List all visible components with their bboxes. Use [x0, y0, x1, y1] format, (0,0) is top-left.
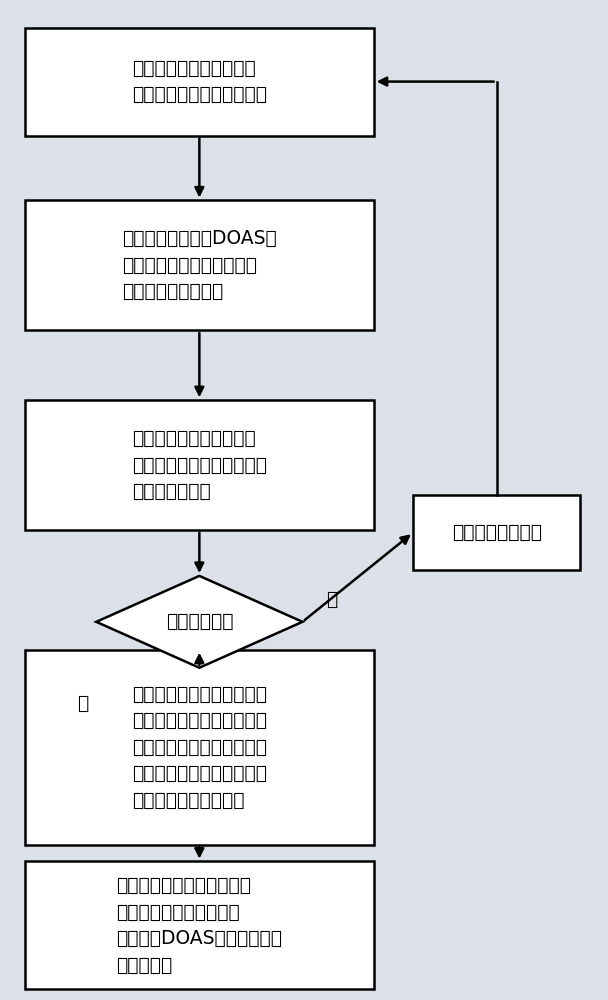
Bar	[25, 650, 374, 845]
Text: 是: 是	[77, 694, 88, 713]
Text: 在该范围内，利用DOAS算
法，由已知的浓度数据计算
出气体差分吸收截面: 在该范围内，利用DOAS算 法，由已知的浓度数据计算 出气体差分吸收截面	[122, 229, 277, 301]
Text: 否: 否	[326, 590, 337, 609]
Text: 符合精度要求: 符合精度要求	[165, 612, 233, 631]
Bar	[25, 861, 374, 989]
Bar	[25, 200, 374, 330]
Text: 逐步缩小波长范围: 逐步缩小波长范围	[452, 523, 542, 542]
Text: 根据二氧化硫的吸收带特
征，初步选择测量光谱范围: 根据二氧化硫的吸收带特 征，初步选择测量光谱范围	[132, 59, 267, 104]
Bar	[25, 400, 374, 530]
Bar	[25, 28, 374, 136]
Polygon shape	[96, 576, 303, 668]
Text: 利用最终选择的波长采样点
及最优差分吸收截面数据
集，借助DOAS算法，反演未
知气体浓度: 利用最终选择的波长采样点 及最优差分吸收截面数据 集，借助DOAS算法，反演未 …	[116, 876, 282, 975]
Text: 在最终确定的波长范围内，
利用统计学及标准差方法，
剔除误差较大的点，选择精
度高的波长采样点，构建最
优差分吸收截面数据集: 在最终确定的波长范围内， 利用统计学及标准差方法， 剔除误差较大的点，选择精 度…	[132, 685, 267, 810]
Bar	[413, 495, 580, 570]
Text: 利用气体差分吸收截面特
征，评估该波长范围内的差
分吸收截面精度: 利用气体差分吸收截面特 征，评估该波长范围内的差 分吸收截面精度	[132, 429, 267, 501]
